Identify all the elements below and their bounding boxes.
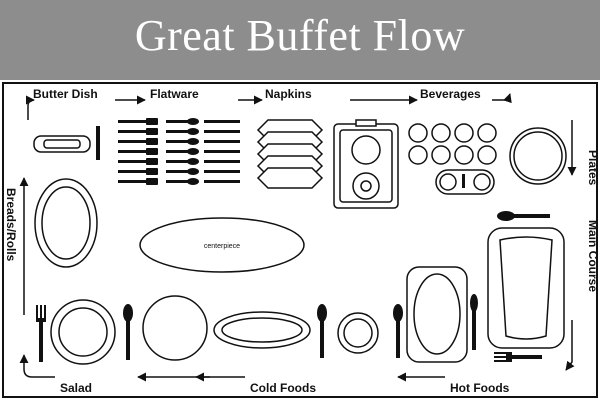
title-banner: Great Buffet Flow: [0, 0, 600, 80]
cold-foods-bowl-icon: [337, 312, 379, 354]
label-flatware: Flatware: [150, 87, 199, 101]
napkins-icon: [256, 119, 324, 189]
label-beverages: Beverages: [420, 87, 481, 101]
hot-foods-chafing-dish-icon: [406, 266, 468, 363]
arrow-down-main: [565, 320, 575, 371]
page-title: Great Buffet Flow: [134, 11, 466, 60]
label-cold-foods: Cold Foods: [250, 381, 316, 395]
label-main-course: Main Course: [586, 220, 600, 292]
cold-foods-platter-icon: [213, 311, 311, 349]
centerpiece-label: centerpiece: [204, 243, 240, 250]
label-breads-rolls: Breads/Rolls: [4, 188, 18, 262]
bread-platter-icon: [34, 178, 98, 268]
salad-spoon-icon: [123, 304, 133, 360]
cream-sugar-icon: [435, 169, 495, 195]
salad-bowl-icon: [50, 299, 116, 365]
salad-serving-set-icon: [36, 305, 46, 362]
butter-dish-icon: [33, 126, 100, 160]
main-course-chafing-dish-icon: [487, 227, 565, 349]
buffet-layout-svg: Butter Dish Flatware Napkins Beverages P…: [2, 82, 600, 398]
cups-icon: [408, 123, 497, 165]
label-salad: Salad: [60, 381, 92, 395]
cold-foods-spoon-icon: [317, 304, 327, 358]
hot-foods-tongs-icon: [470, 294, 478, 350]
label-plates: Plates: [586, 150, 600, 186]
label-napkins: Napkins: [265, 87, 312, 101]
label-butter-dish: Butter Dish: [33, 87, 98, 101]
salad-plate-icon: [142, 295, 208, 361]
main-course-spoon-icon: [497, 211, 550, 221]
flatware-icon: [117, 118, 241, 186]
table-outline: [2, 82, 598, 398]
label-hot-foods: Hot Foods: [450, 381, 510, 395]
plates-icon: [509, 127, 567, 185]
arrow-from-beverages: [492, 93, 512, 104]
flow-arrows: [19, 93, 577, 382]
coffee-urn-icon: [333, 119, 399, 209]
arrow-up-salad: [19, 354, 55, 378]
arrow-start: [25, 95, 35, 120]
main-course-fork-icon: [494, 352, 542, 362]
cold-foods-spoon-2-icon: [393, 304, 403, 358]
buffet-diagram: Butter Dish Flatware Napkins Beverages P…: [0, 80, 600, 400]
centerpiece-icon: centerpiece: [139, 217, 305, 273]
